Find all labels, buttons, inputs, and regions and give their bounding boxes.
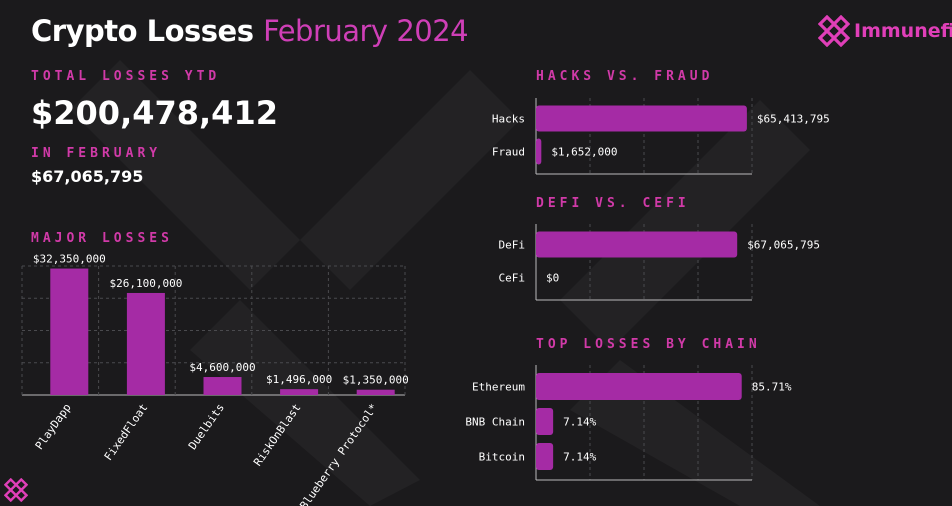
bar-ethereum [536,373,742,400]
bar-fraud [536,138,542,165]
immunefi-logo-icon [818,15,850,47]
defi-cefi-title: DEFI VS. CEFI [536,196,690,211]
major-losses-title: MAJOR LOSSES [31,231,173,246]
bar-defi [536,231,738,258]
bar-bitcoin [536,443,554,470]
tick-label-blueberry-protocol: Blueberry Protocol* [297,401,380,506]
tick-label-fixedfloat: FixedFloat [102,401,151,463]
bar-riskonblast [280,389,319,395]
tick-label-duelbits: Duelbits [186,401,227,452]
page-title: Crypto Losses February 2024 [31,14,469,48]
tick-label-ethereum: Ethereum [472,381,525,394]
data-label-fraud: $1,652,000 [551,146,617,159]
hacks-fraud-title: HACKS VS. FRAUD [536,69,714,84]
tick-label-hacks: Hacks [492,113,525,126]
tick-label-riskonblast: RiskOnBlast [251,401,303,468]
total-losses-label: TOTAL LOSSES YTD [31,69,221,84]
data-label-playdapp: $32,350,000 [33,253,106,266]
title-main: Crypto Losses [31,14,254,48]
data-label-bitcoin: 7.14% [563,451,596,464]
title-accent: February 2024 [263,14,469,48]
data-label-defi: $67,065,795 [747,239,820,252]
data-label-ethereum: 85.71% [752,381,792,394]
tick-label-defi: DeFi [499,239,526,252]
tick-label-cefi: CeFi [499,272,526,285]
tick-label-bitcoin: Bitcoin [479,451,525,464]
brand-logo: Immunefi [818,14,952,48]
brand-name: Immunefi [854,20,952,42]
corner-logo-icon [4,478,28,502]
total-losses-value: $200,478,412 [31,94,278,132]
bar-duelbits [203,377,242,395]
bar-hacks [536,105,747,132]
data-label-hacks: $65,413,795 [757,113,830,126]
data-label-blueberry-protocol: $1,350,000 [343,374,409,387]
tick-label-bnb-chain: BNB Chain [465,416,525,429]
bar-fixedfloat [126,292,165,395]
tick-label-playdapp: PlayDapp [33,401,74,452]
data-label-fixedfloat: $26,100,000 [109,277,182,290]
tick-label-fraud: Fraud [492,146,525,159]
data-label-duelbits: $4,600,000 [189,361,255,374]
bar-blueberry-protocol [356,389,395,395]
data-label-riskonblast: $1,496,000 [266,373,332,386]
february-value: $67,065,795 [31,167,144,186]
bar-bnb-chain [536,408,554,435]
chain-losses-title: TOP LOSSES BY CHAIN [536,337,761,352]
data-label-bnb-chain: 7.14% [563,416,596,429]
bar-playdapp [50,268,89,395]
february-label: IN FEBRUARY [31,146,162,161]
data-label-cefi: $0 [546,272,559,285]
